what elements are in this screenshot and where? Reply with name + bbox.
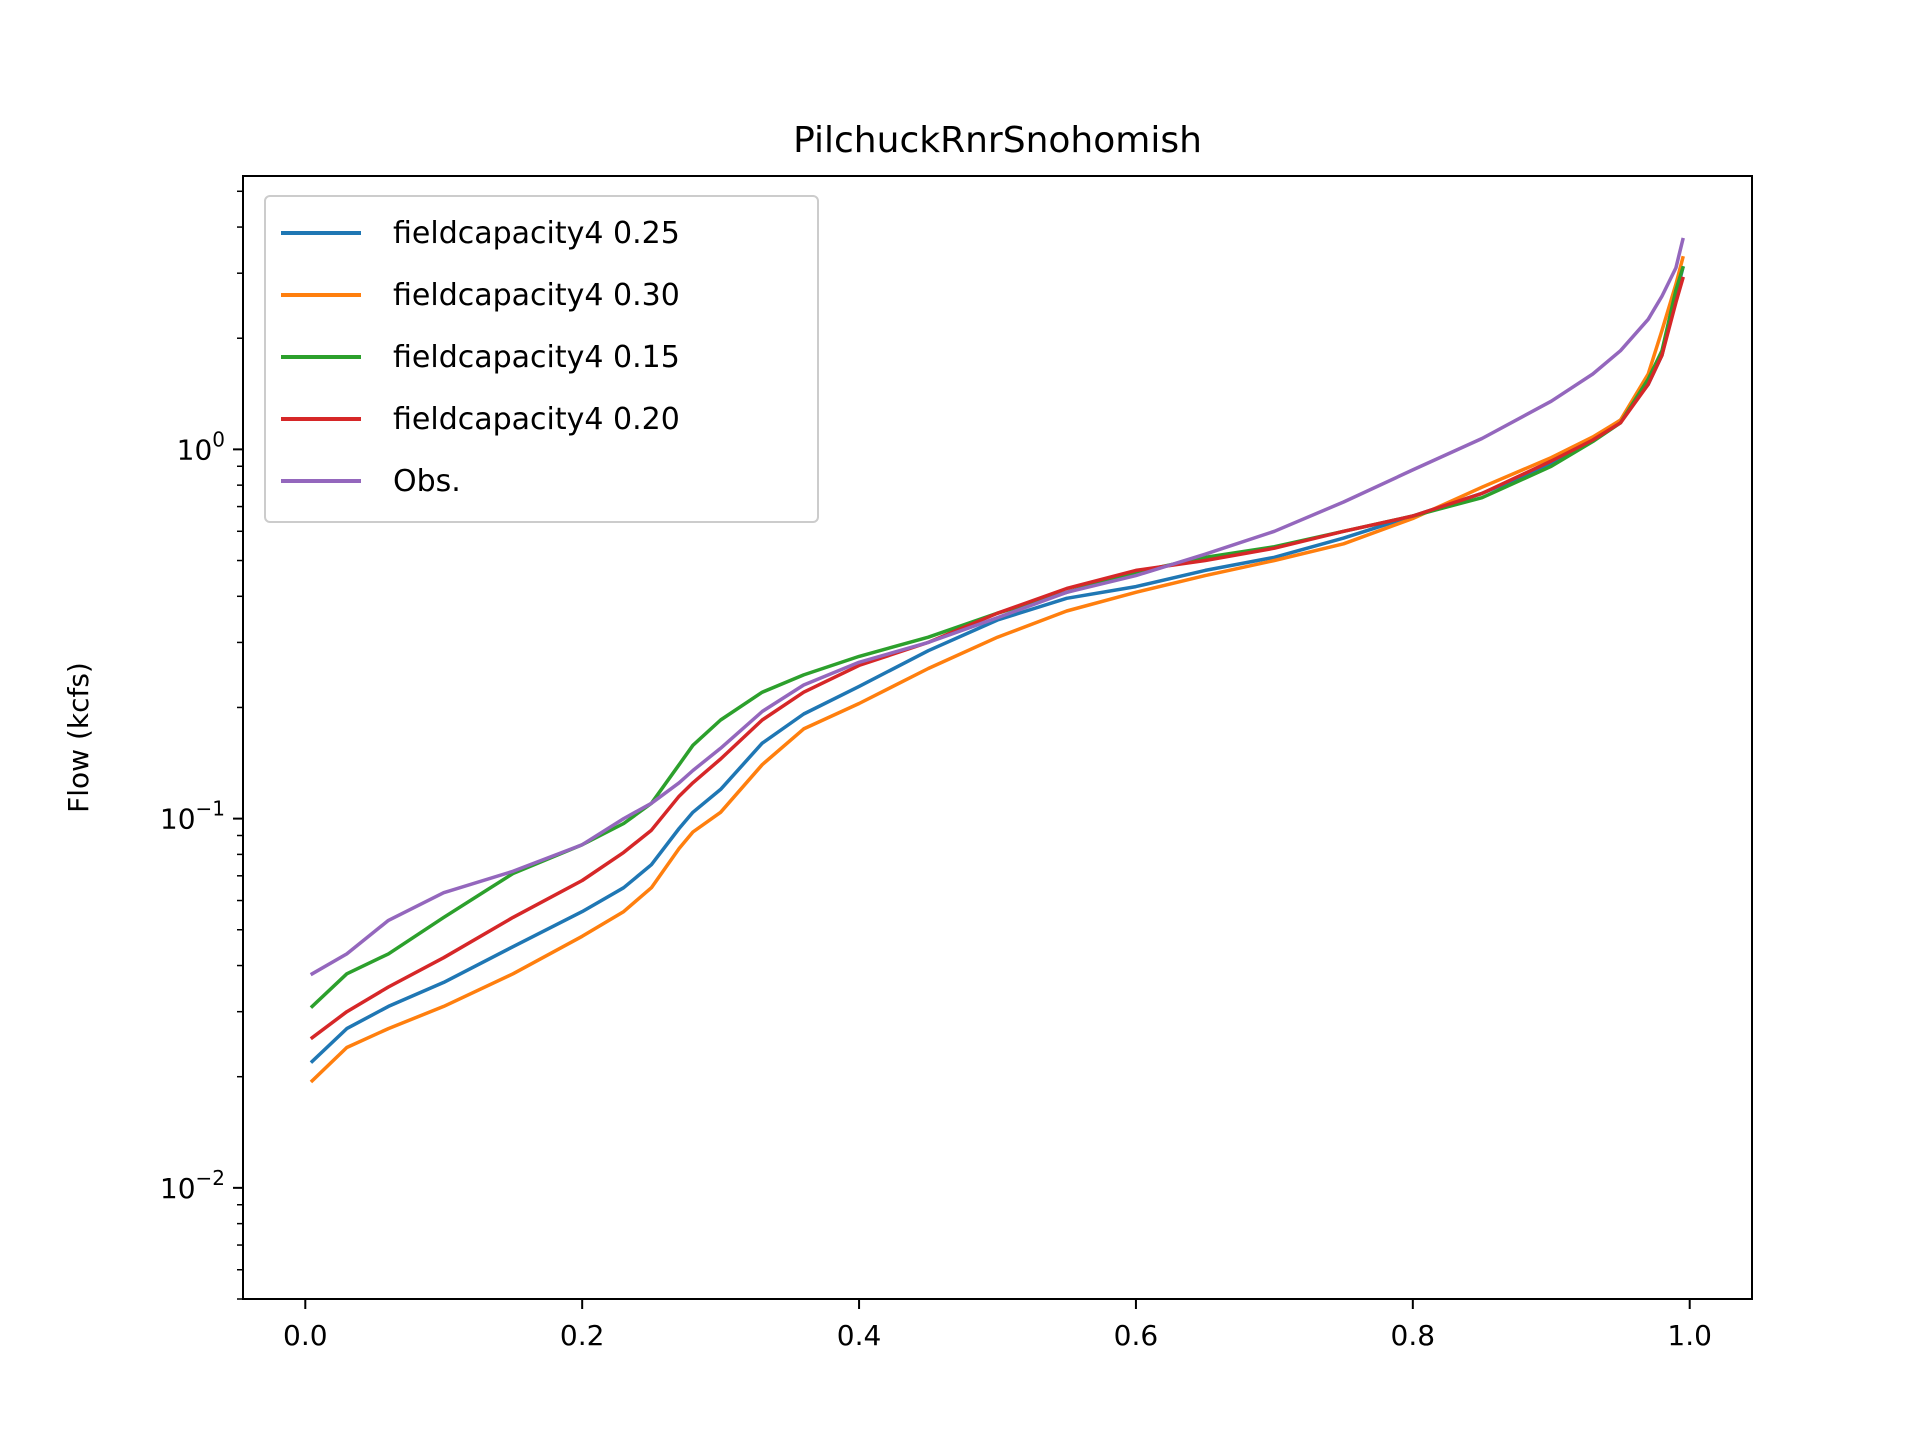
legend-label: fieldcapacity4 0.15 (393, 340, 680, 375)
x-tick-label: 0.8 (1391, 1319, 1436, 1352)
y-tick-label: 10−1 (160, 797, 225, 836)
x-tick-label: 0.4 (837, 1319, 882, 1352)
series-line (309, 237, 1685, 977)
series-lines (309, 237, 1685, 1084)
y-tick-label: 10−2 (160, 1166, 225, 1205)
legend-box (264, 195, 819, 523)
axis-ticks: 0.0 0.2 0.4 0.6 0.8 1.0 100 10−1 10−2 (160, 190, 1712, 1352)
chart-title: PilchuckRnrSnohomish (793, 120, 1202, 161)
series-line (309, 255, 1685, 1084)
legend-label: fieldcapacity4 0.20 (393, 402, 680, 437)
x-tick-label: 0.0 (283, 1319, 328, 1352)
y-axis-label: Flow (kcfs) (62, 662, 95, 813)
legend-label: fieldcapacity4 0.30 (393, 278, 680, 313)
x-tick-label: 0.6 (1114, 1319, 1159, 1352)
series-line (309, 276, 1685, 1041)
y-tick-label: 100 (177, 427, 225, 466)
legend: fieldcapacity4 0.25 fieldcapacity4 0.30 fi… (264, 195, 819, 523)
legend-label: Obs. (393, 464, 461, 499)
x-tick-label: 0.2 (560, 1319, 605, 1352)
plot-area-frame (242, 175, 1753, 1300)
x-tick-label: 1.0 (1667, 1319, 1712, 1352)
legend-label: fieldcapacity4 0.25 (393, 216, 680, 251)
